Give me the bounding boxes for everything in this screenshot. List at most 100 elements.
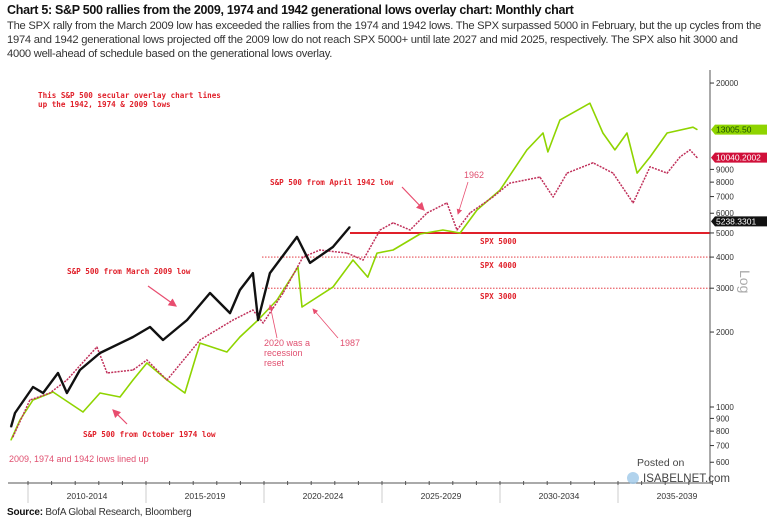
data-point-overlay_1974 — [352, 259, 354, 261]
y-tick-label: 8000 — [716, 178, 734, 187]
data-point-overlay_1974 — [226, 351, 228, 353]
data-point-overlay_1942 — [319, 249, 321, 251]
data-point-spx_2009 — [186, 319, 188, 321]
data-point-overlay_1942 — [146, 359, 148, 361]
data-point-overlay_1942 — [199, 339, 201, 341]
y-tick-label: 3000 — [716, 284, 734, 293]
data-point-overlay_1942 — [592, 162, 594, 164]
data-point-overlay_1974 — [696, 128, 698, 131]
last-value-badge-overlay_1942 — [711, 152, 767, 163]
data-point-spx_2009 — [257, 319, 259, 321]
data-point-overlay_1942 — [106, 372, 108, 374]
data-point-overlay_1974 — [10, 439, 12, 441]
annotation-intro-line2: up the 1942, 1974 & 2009 lows — [38, 100, 171, 109]
data-point-spx_2009 — [239, 289, 241, 291]
x-period-label: 2030-2034 — [539, 491, 580, 501]
y-tick-label: 800 — [716, 427, 730, 436]
chart-description: The SPX rally from the March 2009 low ha… — [7, 20, 761, 60]
data-point-overlay_1974 — [602, 132, 604, 134]
data-point-overlay_1974 — [419, 233, 421, 235]
data-point-overlay_1974 — [636, 172, 638, 174]
data-point-overlay_1942 — [252, 309, 254, 311]
data-point-overlay_1942 — [262, 322, 264, 324]
isabelnet-logo-icon — [627, 472, 639, 484]
y-axis-label: Log — [737, 270, 753, 293]
data-point-overlay_1942 — [539, 176, 541, 178]
data-point-overlay_1974 — [542, 132, 544, 134]
last-value-text-overlay_1974: 13005.50 — [716, 125, 752, 135]
annotation-lined-up: 2009, 1974 and 1942 lows lined up — [9, 454, 149, 464]
data-point-spx_2009 — [309, 262, 311, 264]
data-point-overlay_1942 — [49, 392, 51, 394]
data-point-overlay_1974 — [476, 209, 478, 211]
y-tick-label: 20000 — [716, 79, 739, 88]
y-tick-label: 1000 — [716, 403, 734, 412]
data-point-overlay_1974 — [367, 276, 369, 278]
last-value-text-spx_2009: 5238.3301 — [716, 216, 756, 226]
x-period-label: 2020-2024 — [303, 491, 344, 501]
data-point-overlay_1974 — [692, 126, 694, 128]
data-point-spx_2009 — [149, 326, 151, 328]
y-tick-label: 600 — [716, 458, 730, 467]
x-period-label: 2025-2029 — [421, 491, 462, 501]
x-period-label: 2015-2019 — [185, 491, 226, 501]
last-value-text-overlay_1942: 10040.2002 — [716, 153, 761, 163]
y-tick-label: 5000 — [716, 229, 734, 238]
arrow-october-1974 — [112, 409, 128, 425]
data-point-overlay_1942 — [346, 252, 348, 254]
data-point-overlay_1942 — [446, 202, 448, 204]
data-point-overlay_1942 — [509, 182, 511, 184]
data-point-spx_2009 — [99, 352, 101, 354]
annotation-april-1942: S&P 500 from April 1942 low — [270, 178, 394, 187]
data-point-overlay_1974 — [526, 149, 528, 151]
data-point-spx_2009 — [229, 312, 231, 314]
data-point-overlay_1942 — [649, 166, 651, 168]
data-point-overlay_1974 — [119, 396, 121, 398]
data-point-overlay_1942 — [552, 196, 554, 198]
annotation-1962: 1962 — [464, 170, 484, 180]
data-point-overlay_1974 — [332, 286, 334, 288]
data-point-spx_2009 — [162, 339, 164, 341]
series-line-spx_2009 — [9, 226, 351, 428]
data-point-overlay_1942 — [409, 229, 411, 231]
reference-label-4000: SPX 4000 — [480, 261, 517, 270]
data-point-overlay_1942 — [379, 229, 381, 231]
annotation-1987: 1987 — [340, 338, 360, 348]
y-tick-label: 700 — [716, 442, 730, 451]
data-point-overlay_1974 — [184, 392, 186, 394]
data-point-overlay_1974 — [376, 252, 378, 254]
data-point-overlay_1942 — [566, 172, 568, 174]
y-tick-label: 6000 — [716, 209, 734, 218]
data-point-overlay_1974 — [132, 379, 134, 381]
data-point-overlay_1974 — [589, 102, 591, 104]
data-point-overlay_1974 — [547, 151, 549, 153]
data-point-overlay_1942 — [96, 346, 98, 348]
data-point-overlay_1974 — [649, 156, 651, 158]
x-period-label: 2010-2014 — [67, 491, 108, 501]
data-point-spx_2009 — [269, 272, 271, 274]
data-point-overlay_1942 — [12, 436, 14, 438]
data-point-spx_2009 — [32, 386, 34, 388]
data-point-overlay_1942 — [679, 156, 681, 158]
data-point-overlay_1974 — [301, 306, 303, 308]
data-point-overlay_1942 — [469, 212, 471, 214]
y-tick-label: 7000 — [716, 193, 734, 202]
reference-label-3000: SPX 3000 — [480, 292, 517, 301]
data-point-overlay_1942 — [426, 212, 428, 214]
data-point-overlay_1974 — [559, 119, 561, 121]
annotation-intro-line1: This S&P 500 secular overlay chart lines — [38, 91, 221, 100]
data-point-overlay_1974 — [199, 342, 201, 344]
data-point-overlay_1974 — [99, 392, 101, 394]
data-point-spx_2009 — [66, 392, 68, 394]
y-tick-label: 2000 — [716, 328, 734, 337]
watermark-site: ISABELNET.com — [643, 473, 730, 485]
data-point-overlay_1974 — [614, 149, 616, 151]
watermark-posted-on: Posted on — [637, 457, 684, 469]
annotation-march-2009: S&P 500 from March 2009 low — [67, 267, 191, 276]
data-point-overlay_1942 — [29, 399, 31, 401]
data-point-overlay_1974 — [392, 249, 394, 251]
arrow-march-2009 — [147, 285, 177, 307]
last-value-badge-overlay_1974 — [711, 124, 767, 135]
data-point-overlay_1942 — [632, 202, 634, 204]
